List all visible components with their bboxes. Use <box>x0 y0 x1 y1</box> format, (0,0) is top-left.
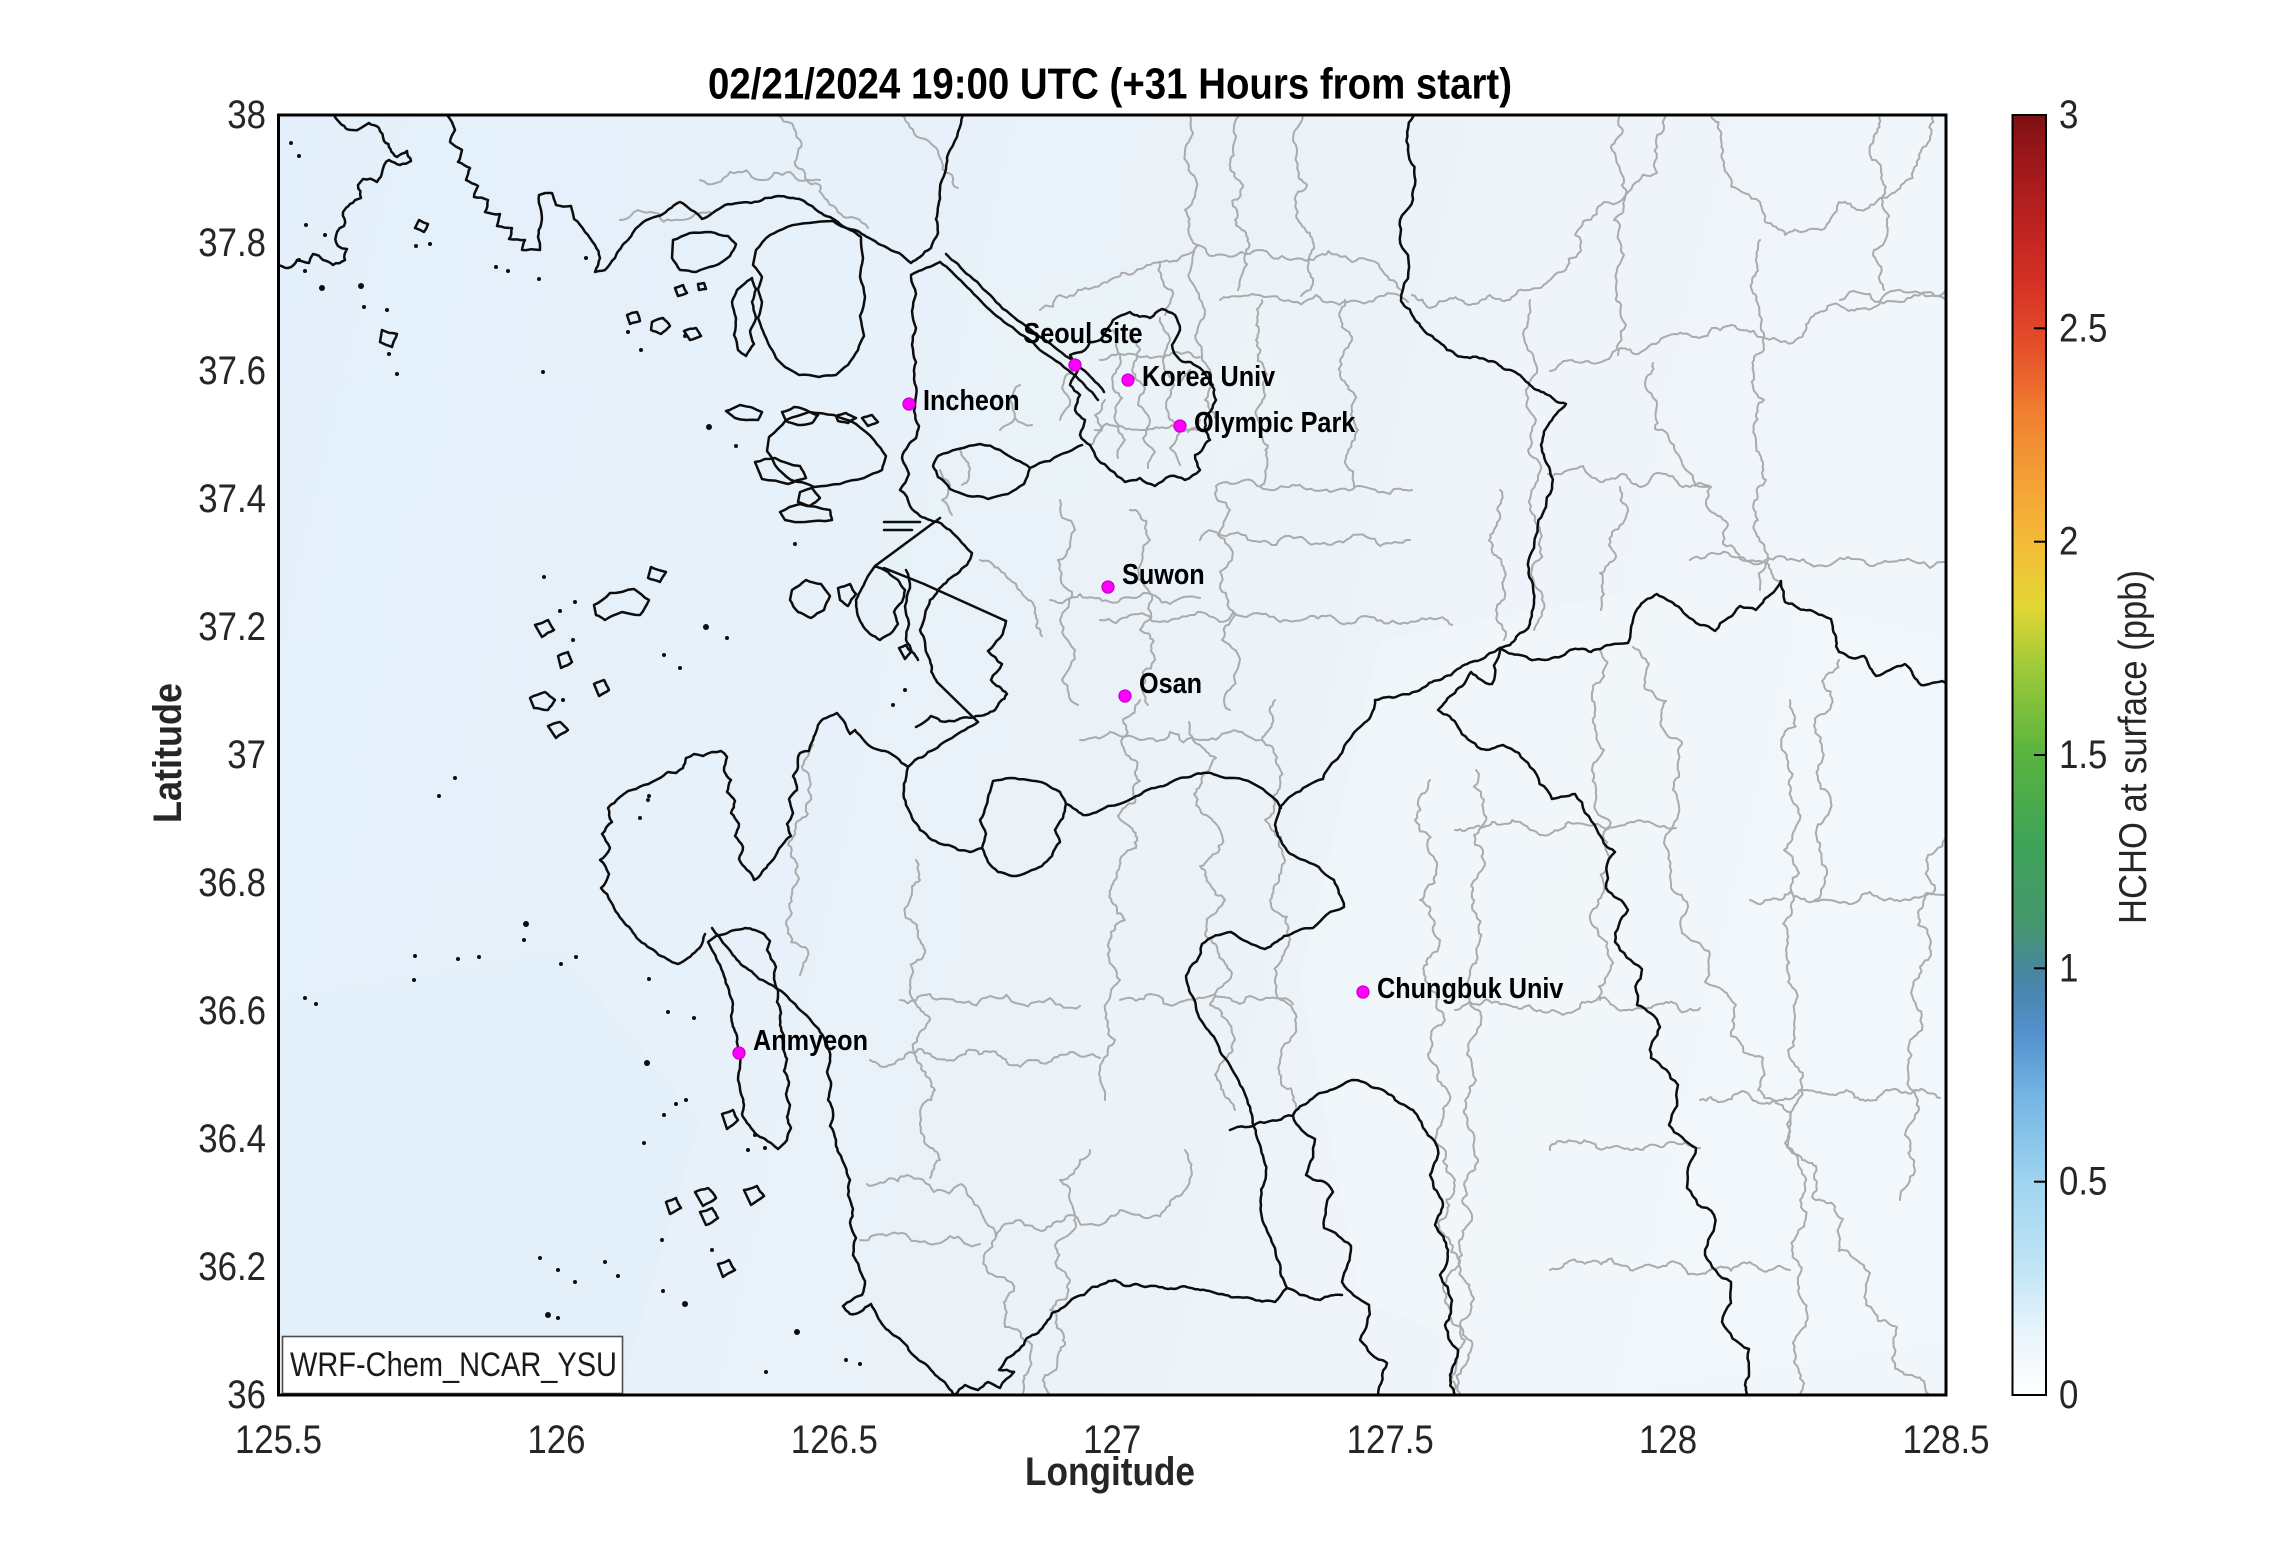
svg-text:125.5: 125.5 <box>235 1418 322 1462</box>
svg-text:128: 128 <box>1639 1418 1697 1462</box>
svg-text:36.4: 36.4 <box>198 1117 266 1161</box>
svg-text:127: 127 <box>1083 1418 1141 1462</box>
svg-text:128.5: 128.5 <box>1902 1418 1989 1462</box>
svg-text:1.5: 1.5 <box>2059 733 2107 777</box>
svg-text:126.5: 126.5 <box>791 1418 878 1462</box>
svg-text:36.2: 36.2 <box>198 1245 266 1289</box>
svg-text:37: 37 <box>227 733 266 777</box>
svg-text:36: 36 <box>227 1373 266 1417</box>
svg-text:37.8: 37.8 <box>198 221 266 265</box>
svg-text:126: 126 <box>527 1418 585 1462</box>
svg-text:37.2: 37.2 <box>198 605 266 649</box>
svg-text:37.6: 37.6 <box>198 349 266 393</box>
svg-text:1: 1 <box>2059 946 2078 990</box>
svg-text:38: 38 <box>227 93 266 137</box>
svg-text:Latitude: Latitude <box>146 683 190 823</box>
svg-text:36.6: 36.6 <box>198 989 266 1033</box>
svg-text:Suwon: Suwon <box>1122 559 1205 591</box>
svg-text:37.4: 37.4 <box>198 477 266 521</box>
svg-text:2: 2 <box>2059 520 2078 564</box>
svg-text:36.8: 36.8 <box>198 861 266 905</box>
svg-text:Korea Univ: Korea Univ <box>1142 361 1275 393</box>
svg-text:02/21/2024 19:00 UTC (+31 Hour: 02/21/2024 19:00 UTC (+31 Hours from sta… <box>708 60 1512 109</box>
svg-text:3: 3 <box>2059 93 2078 137</box>
svg-text:Longitude: Longitude <box>1025 1450 1195 1494</box>
svg-text:Anmyeon: Anmyeon <box>753 1025 868 1057</box>
svg-text:Osan: Osan <box>1139 668 1202 700</box>
svg-text:Incheon: Incheon <box>923 385 1020 417</box>
svg-text:HCHO at surface (ppb): HCHO at surface (ppb) <box>2112 570 2155 924</box>
svg-text:2.5: 2.5 <box>2059 306 2107 350</box>
svg-text:Seoul site: Seoul site <box>1023 318 1142 350</box>
svg-text:Olympic Park: Olympic Park <box>1194 407 1356 439</box>
svg-text:0.5: 0.5 <box>2059 1160 2107 1204</box>
svg-text:127.5: 127.5 <box>1347 1418 1434 1462</box>
svg-text:Chungbuk Univ: Chungbuk Univ <box>1377 973 1563 1005</box>
svg-text:WRF-Chem_NCAR_YSU: WRF-Chem_NCAR_YSU <box>290 1346 617 1384</box>
svg-text:0: 0 <box>2059 1373 2078 1417</box>
